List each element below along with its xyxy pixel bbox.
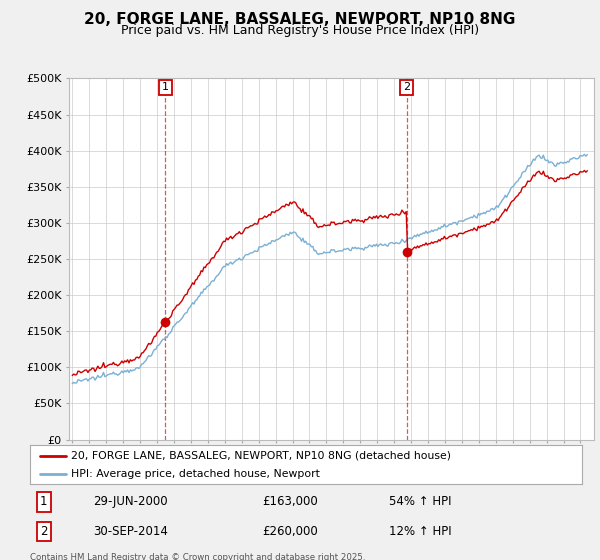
Text: 54% ↑ HPI: 54% ↑ HPI bbox=[389, 495, 451, 508]
Text: 1: 1 bbox=[162, 82, 169, 92]
Text: 29-JUN-2000: 29-JUN-2000 bbox=[94, 495, 168, 508]
Text: 2: 2 bbox=[403, 82, 410, 92]
Text: Contains HM Land Registry data © Crown copyright and database right 2025.
This d: Contains HM Land Registry data © Crown c… bbox=[30, 553, 365, 560]
Text: 2: 2 bbox=[40, 525, 47, 538]
Text: Price paid vs. HM Land Registry's House Price Index (HPI): Price paid vs. HM Land Registry's House … bbox=[121, 24, 479, 37]
Text: 1: 1 bbox=[40, 495, 47, 508]
Text: 30-SEP-2014: 30-SEP-2014 bbox=[94, 525, 169, 538]
Text: 20, FORGE LANE, BASSALEG, NEWPORT, NP10 8NG: 20, FORGE LANE, BASSALEG, NEWPORT, NP10 … bbox=[85, 12, 515, 27]
Text: £163,000: £163,000 bbox=[262, 495, 317, 508]
Text: 20, FORGE LANE, BASSALEG, NEWPORT, NP10 8NG (detached house): 20, FORGE LANE, BASSALEG, NEWPORT, NP10 … bbox=[71, 451, 451, 461]
Text: £260,000: £260,000 bbox=[262, 525, 317, 538]
Text: 12% ↑ HPI: 12% ↑ HPI bbox=[389, 525, 451, 538]
Text: HPI: Average price, detached house, Newport: HPI: Average price, detached house, Newp… bbox=[71, 469, 320, 479]
